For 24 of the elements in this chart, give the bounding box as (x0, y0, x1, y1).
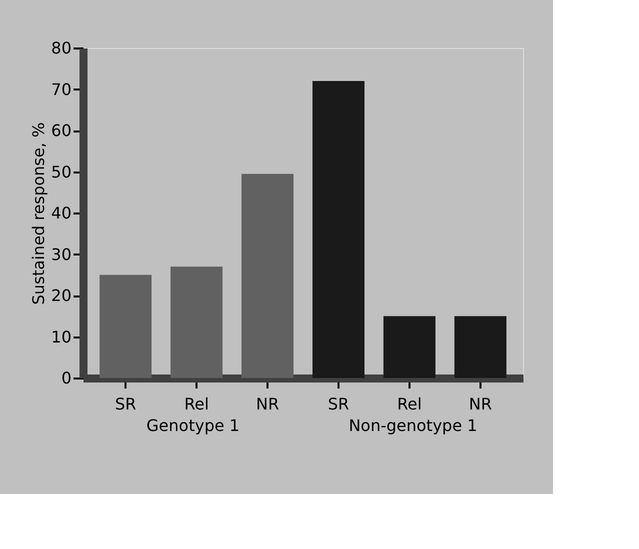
y-axis-title: Sustained response, % (29, 122, 48, 305)
y-tick-label: 0 (61, 368, 72, 388)
bar (170, 266, 223, 378)
y-tick-label: 60 (51, 121, 72, 140)
x-tick-label: NR (468, 394, 492, 414)
y-tick-label: 10 (51, 327, 72, 346)
bar (454, 316, 506, 378)
x-tick-label: SR (328, 394, 350, 414)
x-tick-label: SR (114, 394, 136, 414)
y-tick-label: 20 (51, 286, 72, 305)
y-tick-label: 80 (51, 38, 72, 58)
bar (312, 81, 364, 378)
x-tick-label: Rel (397, 394, 422, 414)
bar (100, 274, 152, 378)
y-tick-label: 30 (51, 244, 72, 264)
x-tick-label: Rel (184, 394, 209, 414)
y-tick-label: 40 (51, 204, 72, 222)
y-tick-label: 70 (51, 80, 72, 99)
bar (383, 316, 436, 378)
text: Non-genotype 1 (348, 416, 478, 435)
y-tick-label: 50 (51, 162, 72, 182)
x-tick-label: NR (256, 394, 280, 414)
bar (242, 174, 294, 378)
text: Genotype 1 (146, 416, 240, 435)
